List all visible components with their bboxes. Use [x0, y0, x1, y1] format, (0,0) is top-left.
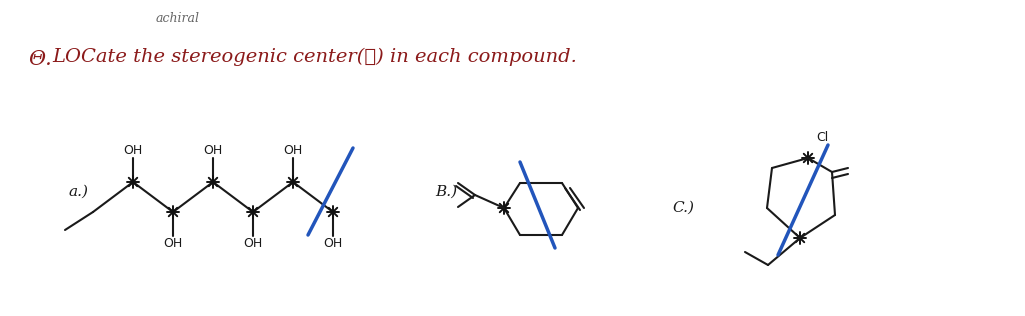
- Text: LOCate the stereogenic center(★) in each compound.: LOCate the stereogenic center(★) in each…: [52, 48, 577, 66]
- Text: OH: OH: [323, 237, 342, 250]
- Text: Cl: Cl: [816, 131, 828, 144]
- Text: OH: OH: [123, 144, 142, 157]
- Text: a.): a.): [68, 185, 88, 199]
- Text: Θ.: Θ.: [28, 50, 51, 69]
- Text: OH: OH: [163, 237, 182, 250]
- Text: C.): C.): [672, 201, 694, 215]
- Text: OH: OH: [283, 144, 302, 157]
- Text: OH: OH: [203, 144, 222, 157]
- Text: achiral: achiral: [156, 12, 200, 25]
- Text: B.): B.): [435, 185, 457, 199]
- Text: OH: OH: [243, 237, 262, 250]
